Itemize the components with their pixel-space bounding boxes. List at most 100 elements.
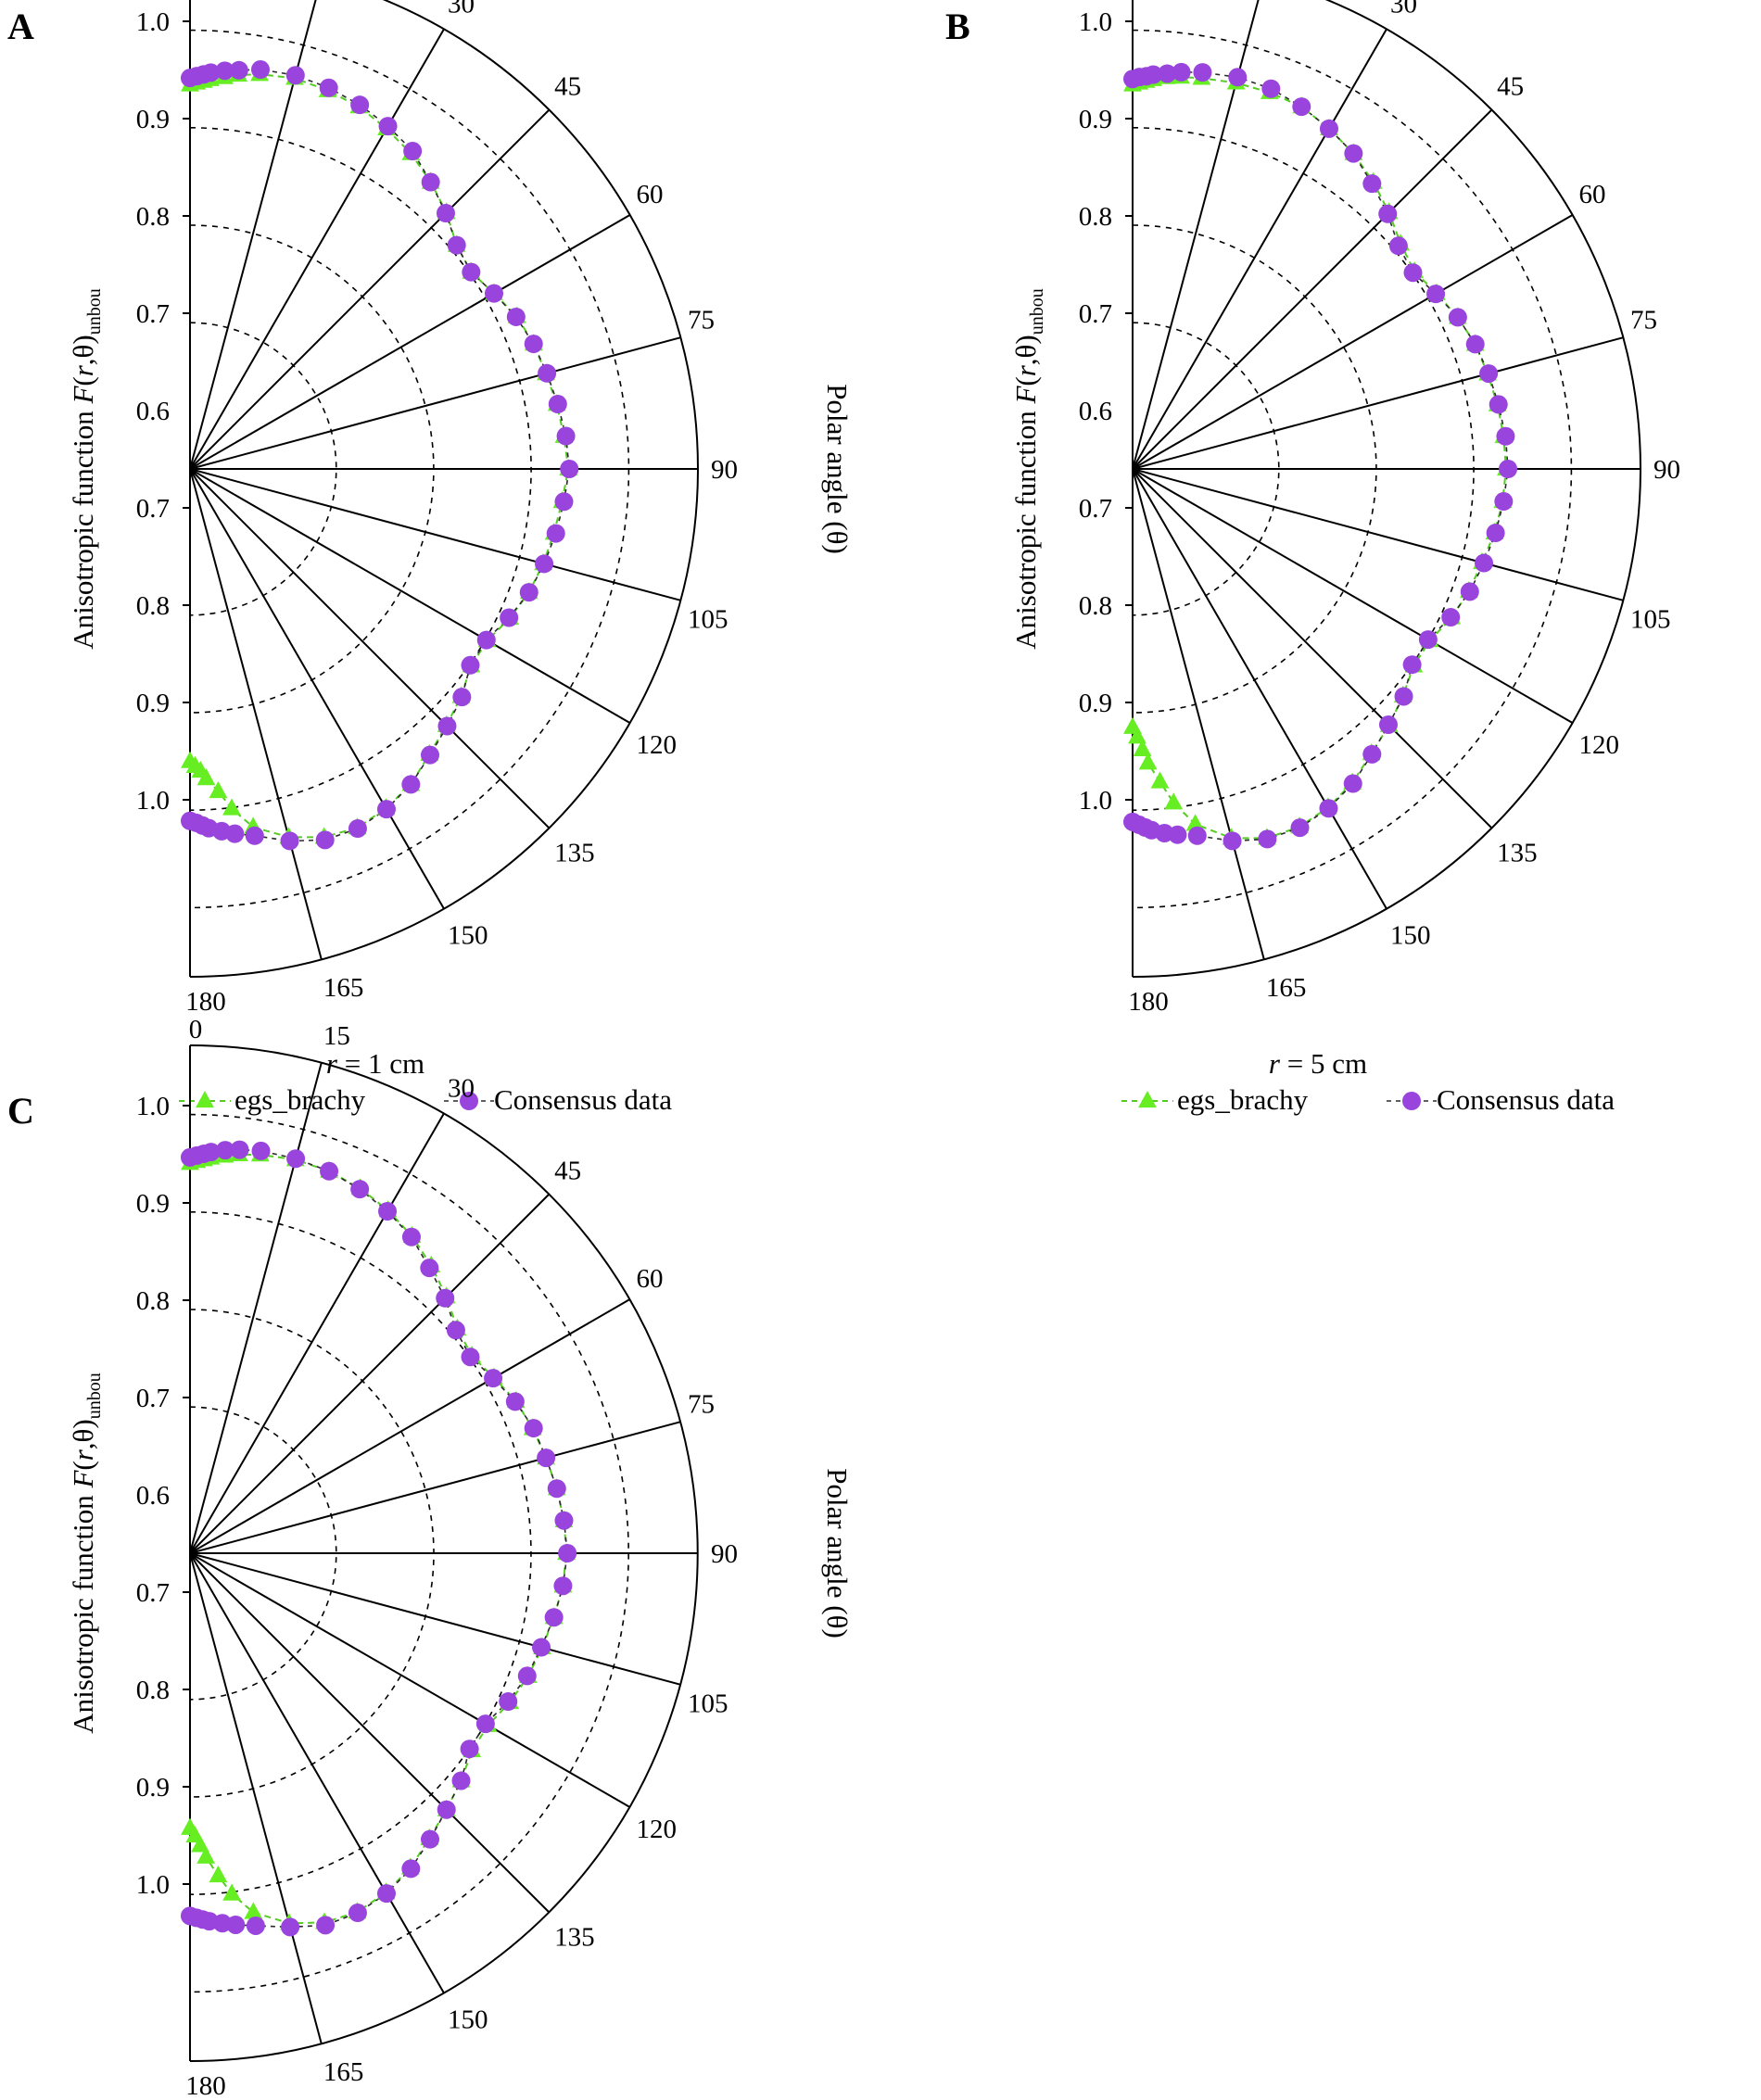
consensus-point [554,1511,574,1530]
egs-brachy-point [209,780,228,799]
egs-brachy-point [1128,727,1147,744]
distance-label-value: = 1 cm [337,1047,424,1080]
consensus-point [1144,65,1163,84]
consensus-point [506,307,526,326]
consensus-point [403,142,423,161]
angle-tick-label: 105 [1630,604,1671,634]
consensus-point [1486,524,1505,543]
consensus-point [320,1161,339,1181]
consensus-point [560,460,579,478]
angle-tick-label: 30 [1390,0,1417,19]
radial-tick-label: 0.7 [1079,299,1112,329]
radial-title-text: Anisotropic function [1009,404,1042,650]
egs-brachy-point [1138,753,1158,770]
consensus-point [1158,64,1177,83]
consensus-point [215,61,234,81]
consensus-point [421,172,440,192]
consensus-point [462,262,481,282]
consensus-point [548,395,567,414]
legend-consensus-label: Consensus data [1437,1083,1615,1116]
consensus-line [1132,71,1509,842]
egs-brachy-line [1132,76,1507,840]
consensus-point [280,831,299,851]
consensus-point [401,1227,421,1246]
legend-egs-marker [1138,1091,1157,1108]
radial-title-theta: ,θ) [1009,335,1042,365]
angle-spoke [1132,468,1493,829]
radial-tick-label: 0.7 [1079,494,1112,524]
legend-egs-label: egs_brachy [234,1083,366,1116]
angle-tick-label: 105 [688,604,728,634]
angle-tick-label: 30 [448,1073,475,1103]
consensus-point [476,630,496,650]
angle-tick-label: 90 [711,1539,738,1569]
angle-spoke [189,0,317,470]
consensus-point [460,1739,479,1759]
consensus-point [1292,97,1311,117]
angle-spoke [189,1193,551,1554]
angle-spoke [1132,468,1574,724]
angle-spoke [189,468,323,960]
distance-label-r: r [326,1047,338,1080]
grid-arc [189,29,630,909]
consensus-point [547,1479,566,1499]
angle-tick-label: 60 [637,180,664,209]
consensus-point [1123,812,1142,831]
consensus-point [446,1321,465,1340]
consensus-point [553,1576,573,1596]
consensus-point [558,1544,577,1562]
radial-tick-label: 0.8 [136,1676,170,1705]
radial-title-paren: ( [67,1461,99,1470]
consensus-point [461,655,480,675]
angle-tick-label: 165 [1266,973,1307,1003]
radial-tick-label: 1.0 [1079,7,1112,37]
consensus-point [461,1347,480,1367]
consensus-point [1193,63,1212,82]
radial-title-subscript: unbou [1027,288,1047,335]
angle-tick-label: 165 [323,973,364,1003]
radial-tick-label: 0.8 [136,591,170,621]
consensus-point [376,800,396,819]
angle-spoke [189,1552,323,2044]
consensus-point [1319,119,1338,138]
angle-tick-label: 150 [448,921,488,951]
radial-title-r: r [67,1448,99,1461]
radial-tick-label: 0.9 [136,689,170,718]
consensus-point [524,335,543,354]
consensus-point [1418,630,1438,650]
consensus-point [436,204,455,223]
angle-spoke [189,28,445,470]
angle-tick-label: 90 [711,455,738,485]
radial-tick-label: 0.6 [136,397,170,426]
angle-spoke [189,1552,681,1686]
angle-spoke [1132,336,1624,470]
angular-axis-title: Polar angle (θ) [821,1468,854,1638]
angle-spoke [1132,28,1387,470]
consensus-point [1223,831,1242,851]
distance-label-r: r [1269,1047,1281,1080]
angle-tick-label: 60 [637,1264,664,1294]
grid-arc [1132,322,1280,616]
consensus-point [420,1259,439,1278]
radial-title-r: r [1009,364,1042,376]
consensus-point [1187,826,1207,845]
radial-tick-label: 1.0 [136,7,170,37]
consensus-point [1489,395,1508,414]
consensus-point [181,811,199,830]
consensus-point [286,1149,306,1169]
consensus-point [1465,335,1485,354]
consensus-point [437,716,457,736]
consensus-point [201,1143,221,1162]
consensus-point [1378,204,1398,223]
egs-brachy-point [244,1902,263,1919]
consensus-point [505,1392,525,1411]
radial-tick-label: 0.8 [1079,202,1112,232]
angle-tick-label: 45 [1497,72,1524,102]
consensus-point [1378,715,1398,734]
angle-tick-label: 60 [1579,180,1606,209]
angle-spoke [1132,108,1493,470]
consensus-point [1228,68,1248,87]
consensus-point [229,60,248,80]
distance-label: r = 5 cm [1269,1047,1367,1080]
angle-spoke [189,468,681,601]
